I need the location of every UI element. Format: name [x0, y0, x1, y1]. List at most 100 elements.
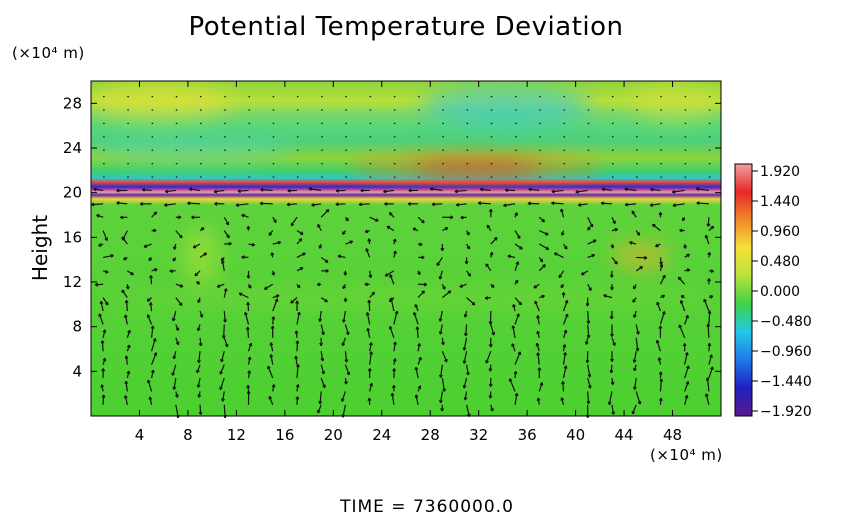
- wind-arrow-head: [563, 329, 567, 333]
- wind-arrow-head: [489, 321, 493, 325]
- wind-arrow-head: [131, 271, 134, 275]
- wind-arrow-head: [632, 300, 636, 303]
- wind-arrow: [503, 203, 516, 207]
- wind-arrow: [296, 364, 299, 379]
- wind-arrow-head: [633, 315, 637, 318]
- wind-arrow-head: [564, 299, 568, 303]
- wind-arrow-head: [367, 299, 370, 304]
- wind-arrow: [241, 214, 249, 218]
- wind-arrow-head: [468, 413, 471, 417]
- wind-arrow-head: [520, 246, 523, 250]
- wind-arrow-head: [504, 189, 509, 193]
- wind-arrow: [658, 357, 662, 365]
- wind-arrow: [456, 203, 467, 206]
- wind-arrow-head: [536, 315, 539, 319]
- wind-arrow-head: [603, 294, 607, 298]
- wind-arrow: [91, 203, 104, 206]
- wind-arrow-head: [600, 202, 604, 206]
- wind-arrow-head: [414, 367, 417, 371]
- wind-arrow-head: [102, 357, 106, 361]
- wind-arrow: [587, 310, 590, 324]
- wind-arrow: [246, 327, 250, 338]
- wind-arrow: [308, 188, 322, 192]
- wind-arrow-head: [588, 334, 591, 339]
- wind-arrow: [537, 352, 540, 365]
- wind-arrow: [391, 393, 395, 405]
- wind-arrow-head: [558, 275, 563, 279]
- wind-arrow-head: [342, 414, 346, 418]
- wind-arrow-head: [298, 238, 302, 241]
- wind-arrow: [652, 223, 661, 232]
- wind-arrow-head: [514, 392, 518, 396]
- wind-arrow-head: [659, 263, 663, 267]
- wind-arrow-head: [633, 359, 637, 363]
- colorbar-tick-label: −0.480: [760, 314, 812, 330]
- wind-arrow: [707, 323, 710, 338]
- wind-arrow: [142, 189, 152, 192]
- wind-arrow-head: [238, 293, 242, 297]
- wind-arrow-head: [269, 354, 272, 358]
- wind-arrow-head: [153, 211, 157, 214]
- y-tick-label: 4: [72, 362, 82, 380]
- wind-arrow-head: [429, 188, 433, 191]
- wind-arrow-head: [679, 229, 683, 233]
- colorbar-tick-label: −1.920: [760, 404, 812, 420]
- wind-arrow: [514, 297, 522, 306]
- wind-arrow-head: [704, 393, 707, 397]
- wind-arrow: [143, 243, 152, 248]
- wind-arrow: [272, 384, 275, 392]
- wind-arrow: [151, 211, 158, 218]
- wind-arrow-head: [325, 209, 329, 212]
- wind-arrow-head: [237, 190, 241, 194]
- wind-arrow-head: [441, 247, 445, 252]
- wind-arrow: [296, 396, 299, 405]
- wind-arrow: [587, 216, 594, 228]
- wind-arrow: [237, 189, 249, 192]
- wind-arrow: [125, 355, 128, 365]
- wind-arrow: [587, 391, 590, 404]
- wind-arrow-head: [172, 259, 177, 262]
- wind-arrow-head: [269, 342, 272, 346]
- wind-arrow-head: [637, 331, 640, 335]
- wind-arrow: [417, 290, 425, 299]
- wind-arrow: [551, 189, 564, 193]
- wind-arrow-head: [337, 255, 341, 259]
- colorbar-tick-label: 0.480: [760, 254, 800, 270]
- wind-arrow-head: [706, 323, 709, 327]
- wind-arrow: [151, 352, 157, 365]
- wind-arrow-head: [369, 382, 373, 386]
- wind-arrow: [538, 243, 549, 250]
- wind-arrow: [369, 342, 372, 352]
- field-patch: [91, 136, 291, 164]
- y-axis-unit: (×10⁴ m): [12, 44, 85, 62]
- colorbar-tick-label: 1.440: [760, 194, 800, 210]
- wind-arrow-head: [286, 204, 290, 207]
- wind-arrow-head: [123, 314, 126, 318]
- wind-arrow-head: [325, 269, 329, 272]
- wind-arrow-head: [246, 225, 249, 230]
- wind-arrow-head: [295, 300, 298, 304]
- wind-arrow-head: [222, 398, 225, 402]
- wind-arrow-head: [454, 191, 458, 194]
- wind-arrow-head: [707, 251, 710, 256]
- wind-arrow-head: [527, 202, 531, 206]
- wind-arrow-head: [247, 356, 251, 360]
- wind-arrow: [126, 370, 130, 379]
- wind-arrow: [223, 310, 226, 323]
- wind-arrow: [393, 341, 396, 352]
- wind-arrow: [311, 203, 322, 206]
- wind-arrow-head: [295, 384, 299, 388]
- y-tick-label: 8: [72, 318, 82, 336]
- wind-arrow: [150, 325, 154, 338]
- wind-arrow: [171, 364, 177, 376]
- wind-arrow-head: [173, 356, 177, 360]
- wind-arrow: [219, 364, 225, 375]
- wind-arrow: [650, 203, 661, 206]
- wind-arrow-head: [213, 191, 218, 194]
- wind-arrow-head: [342, 232, 346, 235]
- wind-arrow-head: [241, 256, 245, 260]
- wind-arrow: [562, 381, 565, 392]
- wind-arrow-head: [589, 374, 592, 378]
- wind-arrow-head: [684, 352, 688, 356]
